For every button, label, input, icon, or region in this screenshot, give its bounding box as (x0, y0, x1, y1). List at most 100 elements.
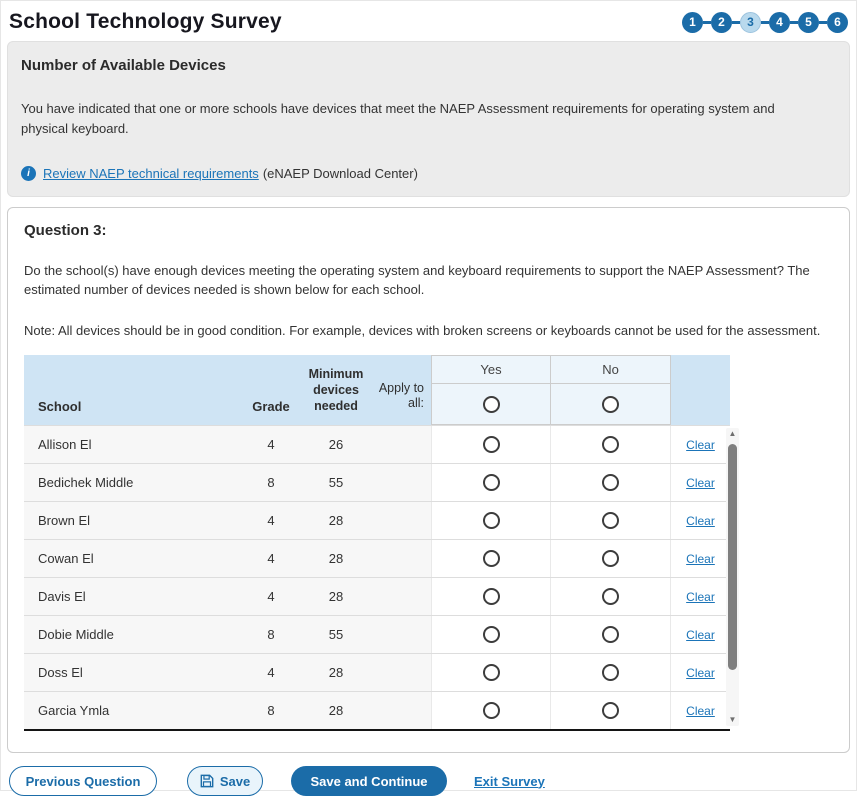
question-panel: Question 3: Do the school(s) have enough… (7, 207, 850, 753)
min-devices-value: 26 (294, 426, 378, 463)
scrollbar-down-arrow[interactable]: ▼ (728, 715, 737, 724)
apply-spacer (378, 616, 431, 653)
step-connector (819, 20, 827, 24)
scrollbar-thumb[interactable] (728, 444, 737, 670)
info-link-row: i Review NAEP technical requirements (eN… (21, 166, 836, 181)
header-yes-box: Yes (431, 355, 551, 425)
table-row: Garcia Ymla 8 28 Clear (24, 691, 730, 729)
step-4[interactable]: 4 (769, 11, 790, 33)
grade-value: 8 (248, 616, 294, 653)
clear-link[interactable]: Clear (686, 703, 715, 718)
save-and-continue-button[interactable]: Save and Continue (291, 766, 447, 796)
min-devices-value: 28 (294, 540, 378, 577)
table-body-wrap: Allison El 4 26 Clear Bedichek Middle 8 … (24, 425, 739, 731)
grade-value: 4 (248, 502, 294, 539)
school-name: Davis El (24, 578, 248, 615)
clear-link[interactable]: Clear (686, 665, 715, 680)
clear-link[interactable]: Clear (686, 437, 715, 452)
step-connector (761, 20, 769, 24)
step-6[interactable]: 6 (827, 11, 848, 33)
no-radio[interactable] (602, 436, 619, 453)
step-1[interactable]: 1 (682, 11, 703, 33)
header-yes-label: Yes (432, 356, 550, 384)
previous-question-button[interactable]: Previous Question (9, 766, 157, 796)
yes-radio[interactable] (482, 436, 500, 453)
yes-radio[interactable] (482, 588, 500, 605)
footer-actions: Previous Question Save Save and Continue… (9, 766, 856, 796)
apply-spacer (378, 540, 431, 577)
step-3-current[interactable]: 3 (740, 11, 761, 33)
yes-radio[interactable] (482, 512, 500, 529)
table-row: Bedichek Middle 8 55 Clear (24, 463, 730, 501)
no-radio[interactable] (602, 626, 619, 643)
clear-link[interactable]: Clear (686, 551, 715, 566)
school-name: Doss El (24, 654, 248, 691)
school-name: Allison El (24, 426, 248, 463)
top-bar: School Technology Survey 1 2 3 4 5 6 (1, 5, 856, 39)
yes-radio[interactable] (482, 550, 500, 567)
header-school: School (38, 399, 82, 414)
school-name: Garcia Ymla (24, 692, 248, 729)
min-devices-value: 28 (294, 692, 378, 729)
apply-spacer (378, 692, 431, 729)
exit-survey-link[interactable]: Exit Survey (474, 773, 545, 789)
step-indicator: 1 2 3 4 5 6 (682, 11, 848, 33)
question-note: Note: All devices should be in good cond… (24, 323, 821, 338)
school-name: Bedichek Middle (24, 464, 248, 501)
table-scrollbar[interactable]: ▲ ▼ (726, 428, 739, 726)
no-radio[interactable] (602, 588, 619, 605)
step-2[interactable]: 2 (711, 11, 732, 33)
yes-radio[interactable] (482, 626, 500, 643)
yes-radio[interactable] (482, 702, 500, 719)
no-radio[interactable] (602, 664, 619, 681)
save-button-label: Save (219, 773, 251, 789)
min-devices-value: 28 (294, 654, 378, 691)
apply-spacer (378, 464, 431, 501)
grade-value: 8 (248, 464, 294, 501)
save-button[interactable]: Save (187, 766, 263, 796)
school-name: Dobie Middle (24, 616, 248, 653)
info-panel: Number of Available Devices You have ind… (7, 41, 850, 197)
table-header: School Grade Minimum devices needed Appl… (24, 355, 730, 425)
table-row: Dobie Middle 8 55 Clear (24, 615, 730, 653)
table-row: Allison El 4 26 Clear (24, 425, 730, 463)
min-devices-value: 55 (294, 464, 378, 501)
apply-spacer (378, 502, 431, 539)
step-connector (732, 20, 740, 24)
yes-radio[interactable] (482, 664, 500, 681)
scrollbar-up-arrow[interactable]: ▲ (728, 429, 737, 438)
clear-link[interactable]: Clear (686, 627, 715, 642)
apply-spacer (378, 426, 431, 463)
no-radio[interactable] (602, 512, 619, 529)
question-body: Do the school(s) have enough devices mee… (24, 263, 810, 297)
min-devices-value: 28 (294, 502, 378, 539)
info-panel-heading: Number of Available Devices (21, 57, 226, 74)
no-radio[interactable] (602, 702, 619, 719)
yes-radio[interactable] (482, 474, 500, 491)
header-min-devices: Minimum devices needed (308, 367, 364, 413)
min-devices-value: 28 (294, 578, 378, 615)
min-devices-value: 55 (294, 616, 378, 653)
header-no-label: No (551, 356, 670, 384)
clear-link[interactable]: Clear (686, 589, 715, 604)
link-suffix-text: (eNAEP Download Center) (262, 166, 418, 181)
no-radio[interactable] (602, 474, 619, 491)
header-apply-to-all: Apply to all: (378, 381, 424, 410)
grade-value: 4 (248, 654, 294, 691)
apply-all-no-radio[interactable] (602, 395, 619, 413)
question-heading: Question 3: (24, 222, 107, 239)
info-icon: i (21, 166, 36, 181)
table-row: Doss El 4 28 Clear (24, 653, 730, 691)
apply-all-yes-radio[interactable] (482, 395, 500, 413)
naep-requirements-link[interactable]: Review NAEP technical requirements (43, 166, 259, 181)
apply-spacer (378, 654, 431, 691)
table-row: Cowan El 4 28 Clear (24, 539, 730, 577)
clear-link[interactable]: Clear (686, 513, 715, 528)
no-radio[interactable] (602, 550, 619, 567)
school-name: Cowan El (24, 540, 248, 577)
step-5[interactable]: 5 (798, 11, 819, 33)
page-title: School Technology Survey (9, 10, 282, 33)
step-connector (790, 20, 798, 24)
clear-link[interactable]: Clear (686, 475, 715, 490)
school-name: Brown El (24, 502, 248, 539)
